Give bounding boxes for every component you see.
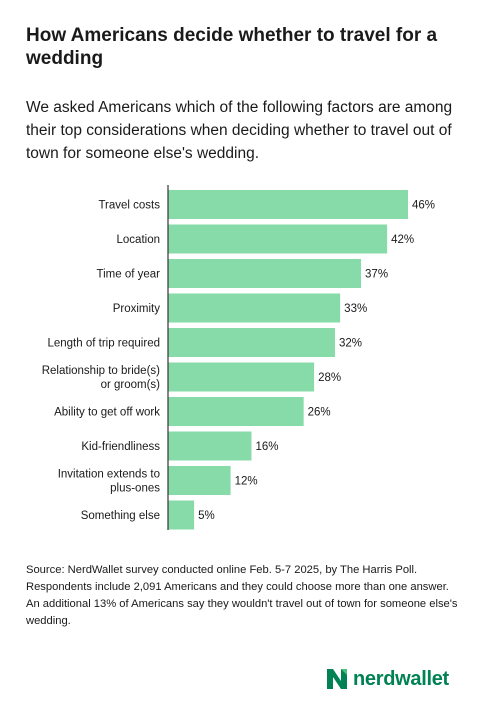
- source-note: Source: NerdWallet survey conducted onli…: [26, 564, 458, 627]
- category-label: plus-ones: [110, 483, 160, 495]
- bar-9: [168, 500, 195, 530]
- bar-6: [168, 397, 304, 426]
- value-label: 46%: [412, 200, 435, 212]
- value-label: 16%: [255, 441, 278, 453]
- value-label: 26%: [308, 407, 331, 419]
- category-label: Time of year: [97, 269, 161, 281]
- value-label: 33%: [344, 303, 367, 315]
- bar-3: [168, 293, 341, 323]
- bar-5: [168, 362, 315, 392]
- bar-8: [168, 466, 231, 495]
- bar-0: [168, 190, 408, 219]
- value-label: 5%: [198, 510, 215, 522]
- value-label: 37%: [365, 269, 388, 281]
- chart-subtitle: We asked Americans which of the followin…: [26, 99, 453, 162]
- category-label: or groom(s): [101, 379, 161, 391]
- category-label: Proximity: [113, 303, 161, 315]
- nerdwallet-logo-icon: [327, 669, 347, 689]
- category-label: Invitation extends to: [58, 469, 160, 481]
- category-label: Kid-friendliness: [81, 441, 160, 453]
- value-label: 28%: [318, 372, 341, 384]
- nerdwallet-logo: nerdwallet: [326, 665, 449, 693]
- logo-text: nerdwallet: [353, 667, 449, 690]
- bar-2: [168, 259, 362, 288]
- value-label: 42%: [391, 234, 414, 246]
- category-label: Ability to get off work: [54, 407, 160, 419]
- value-label: 12%: [235, 476, 258, 488]
- category-label: Something else: [81, 510, 160, 522]
- category-label: Location: [117, 234, 160, 246]
- bar-chart: 46% Travel costs 42% Location 37% Time of yea…: [42, 185, 435, 530]
- category-label: Travel costs: [98, 200, 160, 212]
- category-label: Relationship to bride(s): [42, 365, 160, 377]
- chart-title: How Americans decide whether to travel f…: [26, 25, 438, 69]
- bar-1: [168, 224, 388, 254]
- category-label: Length of trip required: [47, 338, 160, 350]
- bar-7: [168, 431, 252, 461]
- value-label: 32%: [339, 338, 362, 350]
- bar-4: [168, 328, 335, 357]
